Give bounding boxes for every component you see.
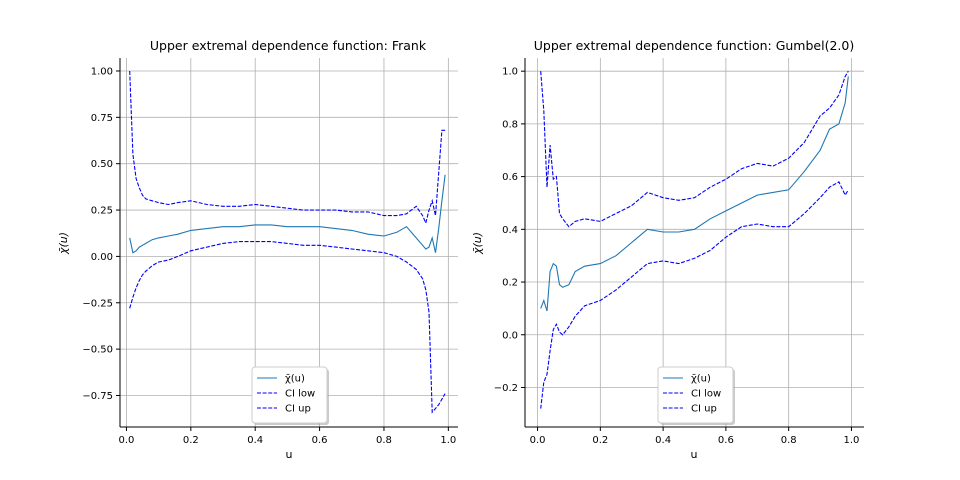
frank-grid [120,58,458,427]
gumbel-y-tick-label: 0.2 [502,278,518,289]
frank-chart-title: Upper extremal dependence function: Fran… [150,38,427,53]
gumbel-x-tick-label: 0.8 [781,435,797,446]
frank-series-line-1 [129,241,446,414]
gumbel-x-axis-label: u [691,448,698,461]
frank-y-tick-label: 0.00 [91,252,113,263]
frank-x-axis-label: u [286,448,293,461]
frank-legend: χ̄(u) CI low CI up [251,366,329,425]
gumbel-legend-box [657,366,734,424]
gumbel-x-tick-label: 0.2 [592,435,608,446]
gumbel-y-tick-label: −0.2 [494,383,518,394]
gumbel-y-axis-label: χ̄(u) [471,232,484,255]
gumbel-chart-title: Upper extremal dependence function: Gumb… [534,38,854,53]
gumbel-x-tick-label: 0.4 [655,435,671,446]
gumbel-series-line-1 [540,181,849,409]
gumbel-ticks: 0.0 0.2 0.4 0.6 0.8 1.0 −0.2 0.0 0.2 0.4 0.6 0.8 1.0 [494,67,860,446]
frank-ticks: 0.0 0.2 0.4 0.6 0.8 1.0 −0.75 −0.50 −0.25 0.00 0.2… [82,66,456,446]
frank-x-tick-label: 0.8 [376,435,392,446]
frank-legend-label-2: CI up [285,404,311,415]
gumbel-series-lines [540,70,849,409]
gumbel-legend: χ̄(u) CI low CI up [657,366,735,425]
frank-y-tick-label: 0.25 [91,206,113,217]
frank-y-axis-label: χ̄(u) [57,232,70,255]
frank-x-tick-label: 0.6 [312,435,328,446]
frank-y-tick-label: −0.50 [82,345,113,356]
frank-x-tick-label: 0.4 [247,435,263,446]
gumbel-y-tick-label: 0.6 [502,172,518,183]
frank-x-tick-label: 0.2 [183,435,199,446]
gumbel-y-tick-label: 0.8 [502,119,518,130]
frank-y-tick-label: 0.75 [91,113,113,124]
gumbel-series-line-0 [540,76,849,312]
gumbel-series-line-2 [540,70,849,228]
gumbel-panel: Upper extremal dependence function: Gumb… [471,38,864,461]
gumbel-legend-label-1: CI low [691,389,721,400]
frank-x-tick-label: 1.0 [440,435,456,446]
frank-legend-label-0: χ̄(u) [285,374,305,385]
gumbel-x-tick-label: 0.0 [530,435,546,446]
frank-y-tick-label: 0.50 [91,159,113,170]
frank-legend-box [251,366,328,424]
frank-series-line-2 [129,70,446,225]
gumbel-x-tick-label: 0.6 [718,435,734,446]
frank-x-tick-label: 0.0 [118,435,134,446]
gumbel-y-tick-label: 0.0 [502,330,518,341]
gumbel-legend-label-0: χ̄(u) [691,374,711,385]
frank-legend-label-1: CI low [285,389,315,400]
frank-panel: Upper extremal dependence function: Fran… [57,38,458,461]
gumbel-legend-label-2: CI up [691,404,717,415]
frank-series-lines [129,70,446,414]
frank-y-tick-label: −0.25 [82,298,113,309]
gumbel-y-tick-label: 1.0 [502,67,518,78]
gumbel-grid [525,58,864,427]
frank-y-tick-label: 1.00 [91,66,113,77]
frank-series-line-0 [129,174,446,254]
gumbel-x-tick-label: 1.0 [843,435,859,446]
gumbel-y-tick-label: 0.4 [502,225,518,236]
frank-y-tick-label: −0.75 [82,391,113,402]
